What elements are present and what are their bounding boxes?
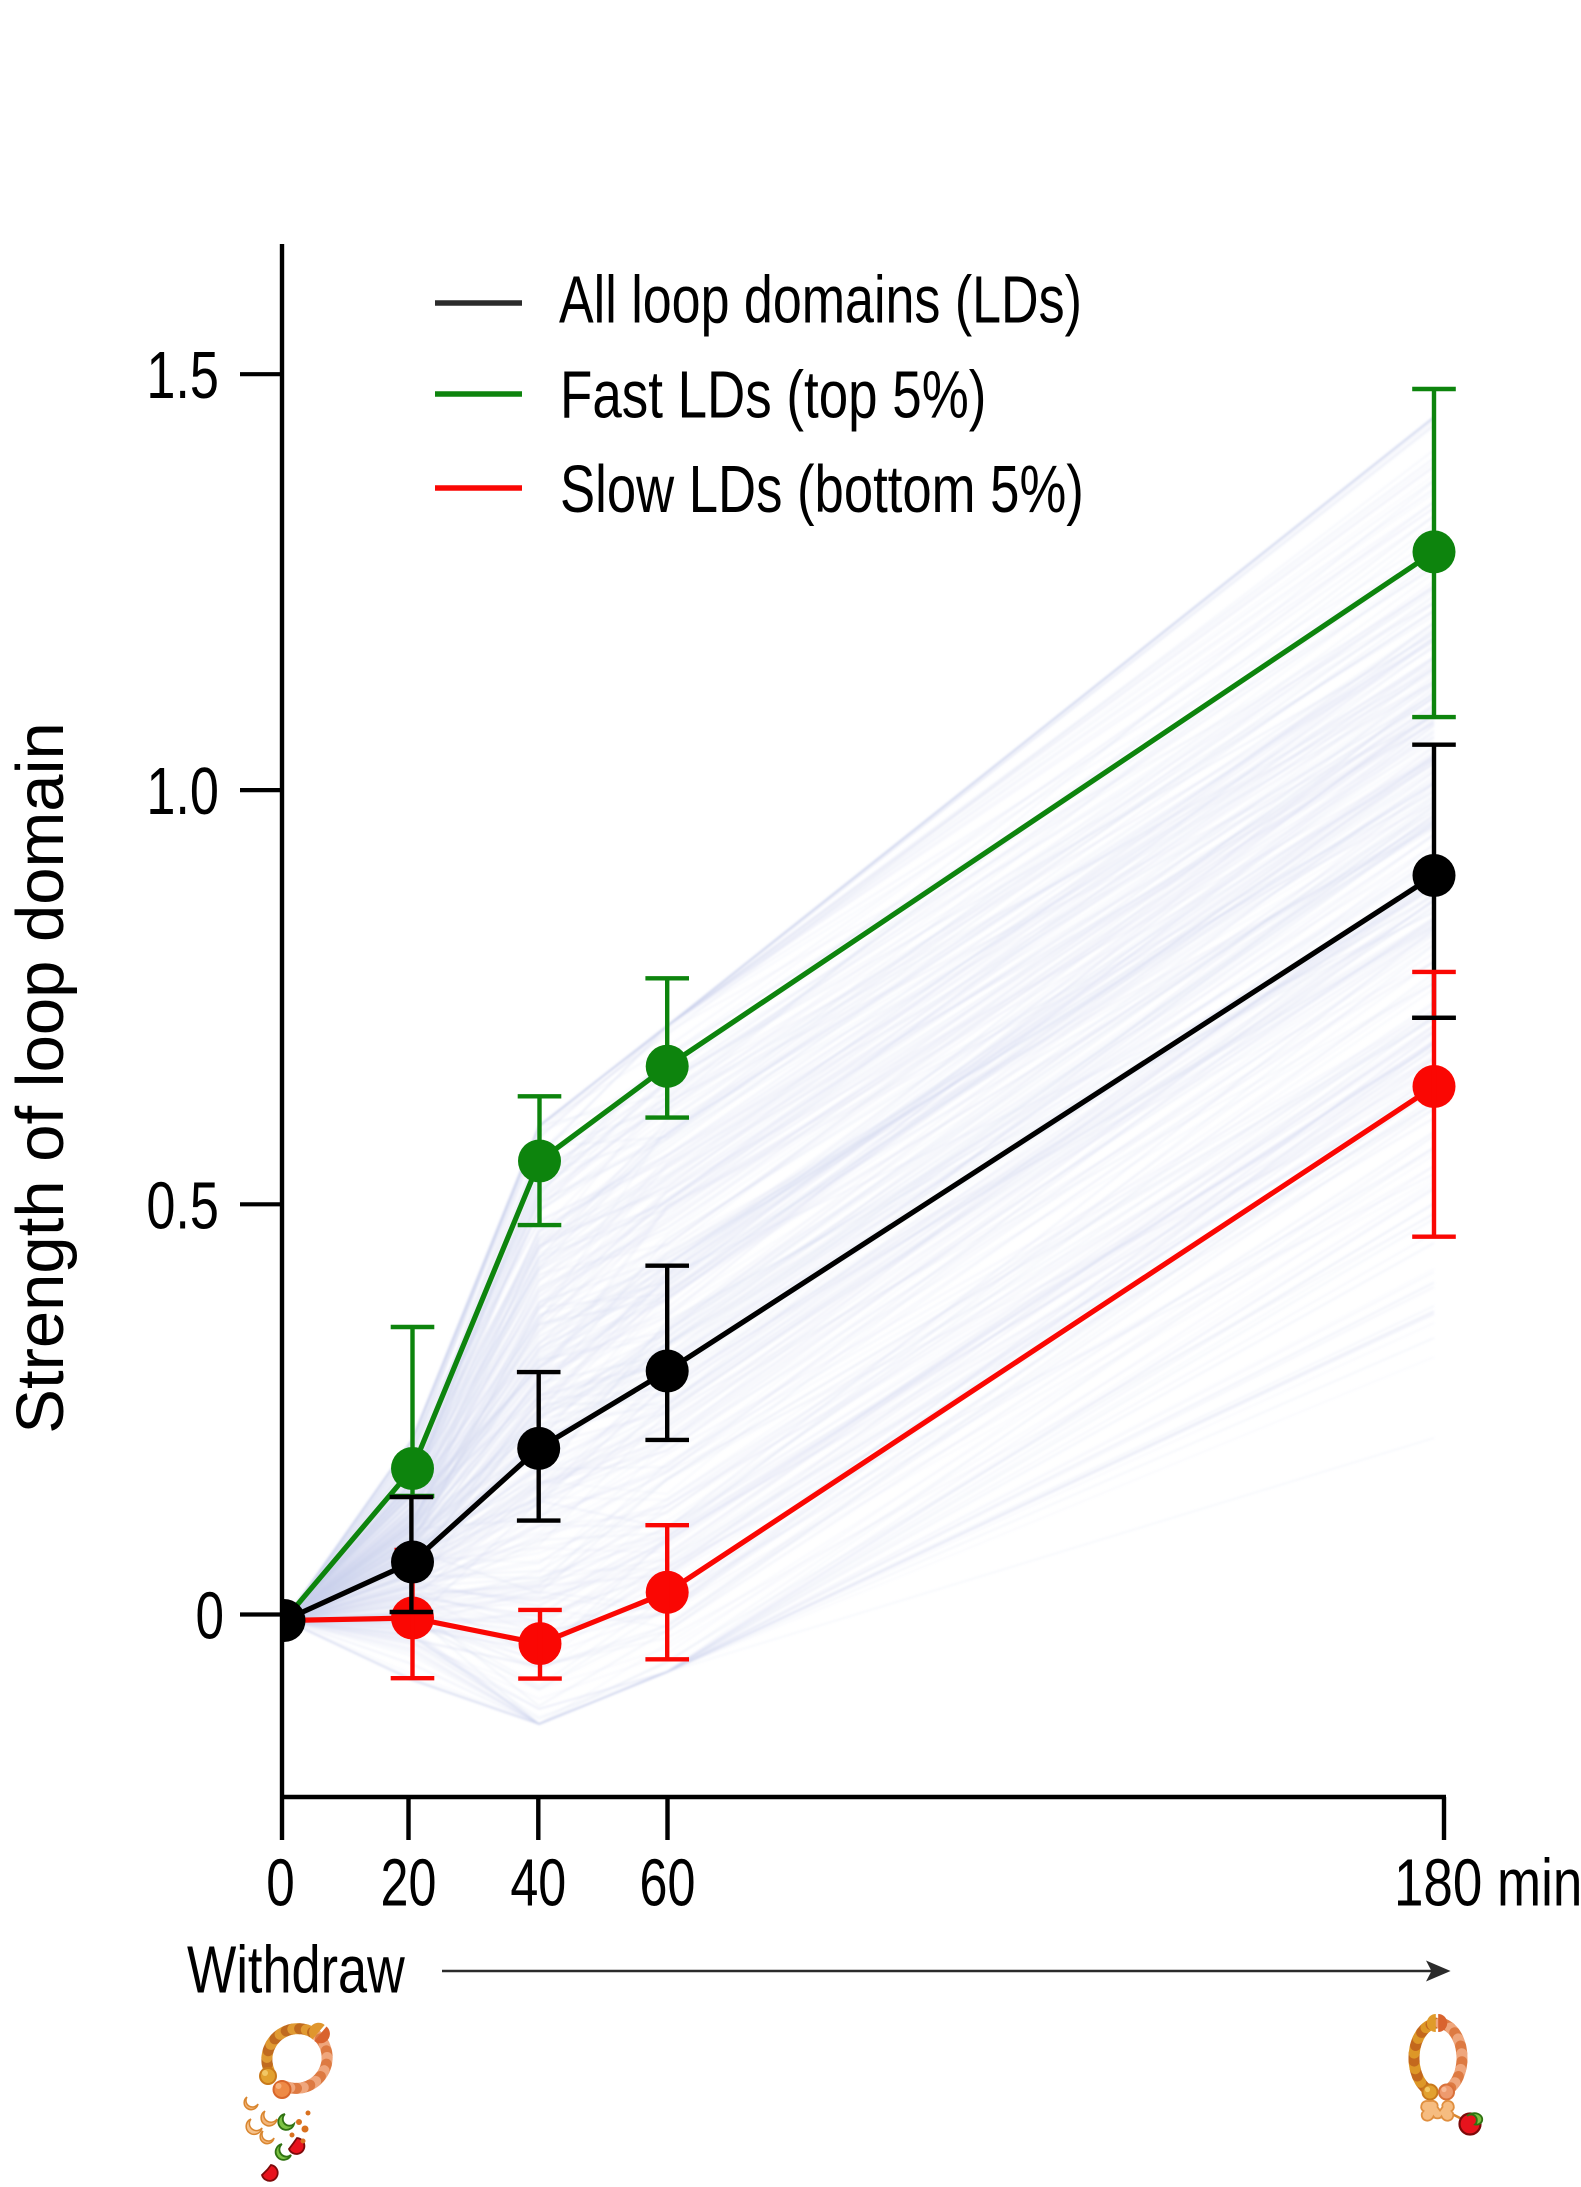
svg-text:Fast LDs (top 5%): Fast LDs (top 5%) [560, 356, 986, 431]
svg-text:60: 60 [640, 1844, 696, 1920]
svg-text:Strength of loop domain: Strength of loop domain [3, 722, 78, 1433]
svg-text:0.5: 0.5 [146, 1168, 219, 1243]
svg-text:Slow LDs (bottom 5%): Slow LDs (bottom 5%) [560, 451, 1084, 527]
svg-text:20: 20 [381, 1844, 437, 1920]
svg-text:0: 0 [266, 1845, 295, 1920]
svg-text:Withdraw: Withdraw [187, 1932, 405, 2007]
svg-text:1.0: 1.0 [146, 754, 219, 829]
svg-text:180 min: 180 min [1394, 1844, 1581, 1919]
svg-text:All loop domains (LDs): All loop domains (LDs) [559, 262, 1082, 337]
svg-text:1.5: 1.5 [146, 338, 219, 413]
svg-text:40: 40 [510, 1844, 566, 1920]
svg-text:0: 0 [195, 1578, 224, 1653]
